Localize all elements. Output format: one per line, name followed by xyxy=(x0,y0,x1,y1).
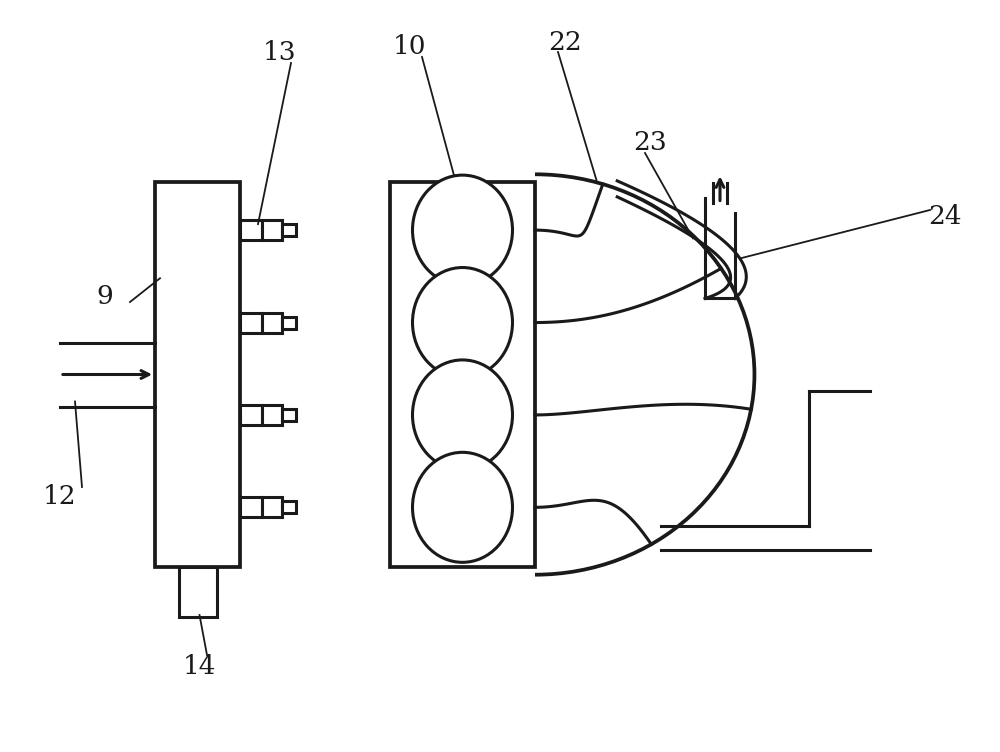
Ellipse shape xyxy=(413,360,512,470)
Bar xyxy=(240,220,262,240)
Ellipse shape xyxy=(413,452,512,562)
Text: 10: 10 xyxy=(393,35,427,59)
Bar xyxy=(282,317,296,329)
Ellipse shape xyxy=(413,175,512,285)
Text: 9: 9 xyxy=(97,284,113,310)
Text: 22: 22 xyxy=(548,29,582,54)
Bar xyxy=(282,409,296,421)
Text: 14: 14 xyxy=(183,654,217,680)
Bar xyxy=(240,405,262,425)
Bar xyxy=(262,497,282,517)
Bar xyxy=(155,182,240,567)
Text: 23: 23 xyxy=(633,129,667,154)
Bar xyxy=(282,502,296,514)
Bar xyxy=(262,313,282,332)
Bar xyxy=(178,567,216,617)
Text: 13: 13 xyxy=(263,40,297,65)
Bar xyxy=(262,405,282,425)
Bar xyxy=(282,224,296,236)
Text: 24: 24 xyxy=(928,205,962,229)
Bar xyxy=(262,220,282,240)
Ellipse shape xyxy=(413,268,512,378)
Bar xyxy=(390,182,535,567)
Text: 12: 12 xyxy=(43,484,77,510)
Bar xyxy=(240,313,262,332)
Bar xyxy=(240,497,262,517)
